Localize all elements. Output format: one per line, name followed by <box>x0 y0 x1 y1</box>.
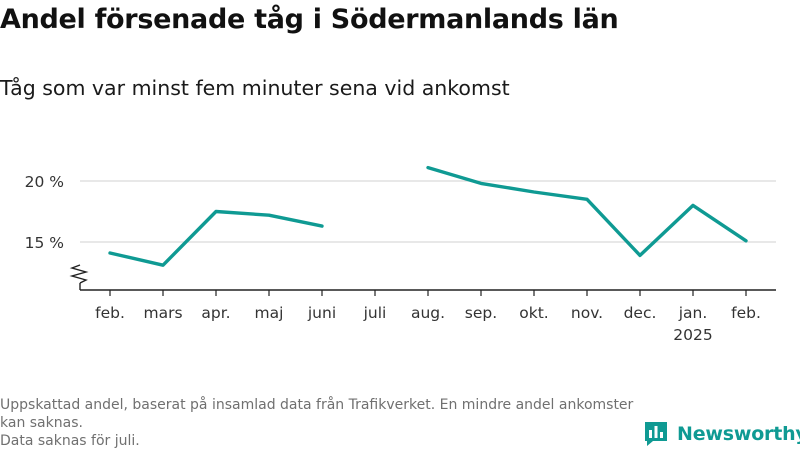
x-tick-sublabel: 2025 <box>673 326 712 344</box>
brand: Newsworthy <box>644 420 800 448</box>
brand-name: Newsworthy <box>677 423 800 445</box>
y-tick-label: 20 % <box>25 173 64 191</box>
chart-title: Andel försenade tåg i Södermanlands län <box>0 4 619 35</box>
x-tick-label: mars <box>143 304 182 322</box>
footer-notes: Uppskattad andel, baserat på insamlad da… <box>0 396 640 450</box>
y-axis: 15 % 20 % <box>25 173 89 290</box>
x-tick-label: okt. <box>519 304 548 322</box>
x-tick-label: aug. <box>411 304 445 322</box>
line-chart: 15 % 20 % feb. mars apr. maj juni juli aug. sep.… <box>25 165 776 344</box>
source-note: Uppskattad andel, baserat på insamlad da… <box>0 397 634 431</box>
missing-data-note: Data saknas för juli. <box>0 433 140 449</box>
x-axis: feb. mars apr. maj juni juli aug. sep. okt. nov. d… <box>80 289 776 344</box>
x-tick-label: maj <box>255 304 284 322</box>
x-tick-label: nov. <box>571 304 603 322</box>
series-lines <box>108 165 748 267</box>
x-tick-label: sep. <box>465 304 497 322</box>
x-tick-label: feb. <box>731 304 761 322</box>
x-tick-label: dec. <box>624 304 657 322</box>
x-tick-label: juli <box>363 304 387 322</box>
newsworthy-logo-icon <box>645 422 667 446</box>
series-line-segment <box>426 165 748 258</box>
gridlines <box>80 180 776 243</box>
series-line-segment <box>108 209 324 267</box>
x-tick-label: apr. <box>201 304 230 322</box>
chart-subtitle: Tåg som var minst fem minuter sena vid a… <box>0 76 510 100</box>
x-tick-label: feb. <box>95 304 125 322</box>
x-tick-label: jan. <box>678 304 708 322</box>
x-tick-label: juni <box>307 304 336 322</box>
y-tick-label: 15 % <box>25 234 64 252</box>
axis-break-marker <box>69 264 89 284</box>
